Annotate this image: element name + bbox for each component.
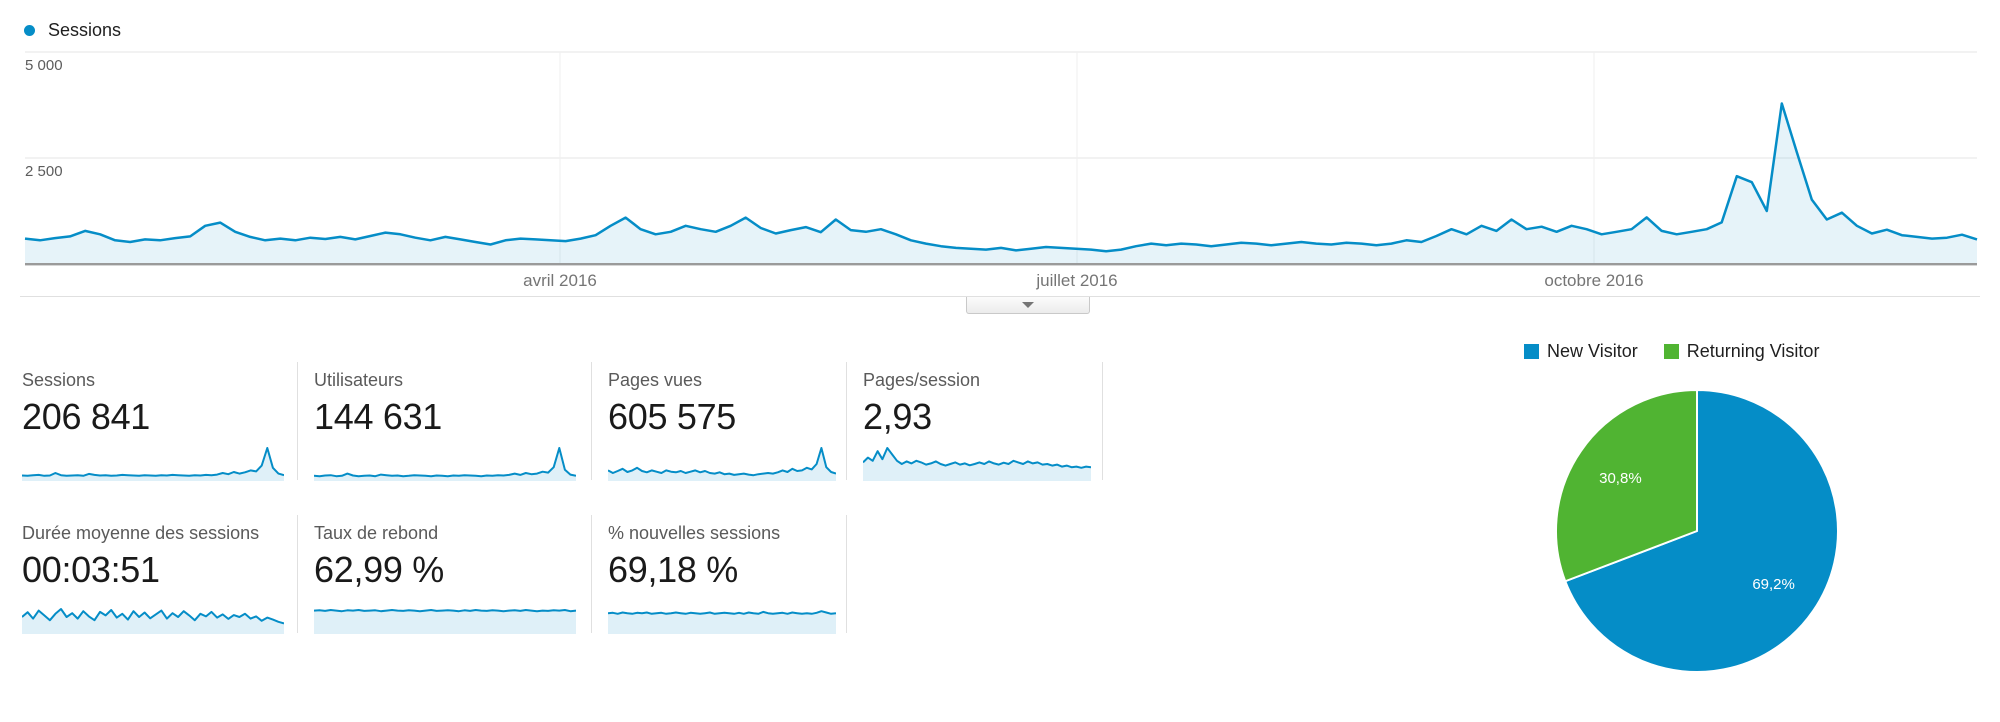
card-value: 144 631 [314, 396, 443, 437]
card-duree-moyenne: Durée moyenne des sessions 00:03:51 [20, 515, 298, 634]
sparkline-taux-rebond [314, 609, 576, 634]
timeline-legend: Sessions [24, 20, 121, 41]
card-label: Sessions [22, 370, 96, 390]
card-value: 2,93 [863, 396, 932, 437]
svg-text:30,8%: 30,8% [1599, 470, 1642, 487]
section-divider [20, 296, 1980, 297]
card-label: Pages vues [608, 370, 703, 390]
card-nouvelles-sessions: % nouvelles sessions 69,18 % [592, 515, 847, 634]
card-pages-vues: Pages vues 605 575 [592, 362, 847, 481]
card-value: 62,99 % [314, 549, 444, 590]
card-utilisateurs: Utilisateurs 144 631 [298, 362, 592, 481]
visitor-type-pie-chart[interactable]: 69,2% 30,8% [1551, 385, 1843, 677]
x-axis-label-juillet: juillet 2016 [1036, 271, 1118, 290]
metric-cards: Sessions 206 841 Utilisateurs 144 631 Pa… [20, 362, 1103, 634]
pie-slice-returning-visitor [1555, 389, 1698, 583]
legend-label: Returning Visitor [1686, 341, 1820, 361]
svg-text:69,2%: 69,2% [1752, 576, 1795, 593]
collapse-chart-button[interactable] [966, 297, 1090, 314]
card-pages-session: Pages/session 2,93 [847, 362, 1103, 481]
card-sessions: Sessions 206 841 [20, 362, 298, 481]
metric-cards-row-1: Sessions 206 841 Utilisateurs 144 631 Pa… [20, 362, 1103, 481]
card-value: 69,18 % [608, 549, 738, 590]
y-axis-label-5000: 5 000 [25, 57, 63, 74]
card-label: Durée moyenne des sessions [22, 523, 260, 543]
timeline-legend-label: Sessions [48, 20, 122, 40]
legend-item-new-visitor: New Visitor [1524, 341, 1638, 362]
x-axis-label-avril: avril 2016 [523, 271, 597, 290]
y-axis-label-2500: 2 500 [25, 163, 63, 180]
new-visitor-swatch-icon [1524, 344, 1539, 359]
sparkline-pages-vues [608, 447, 836, 481]
sparkline-nouvelles-sessions [608, 610, 836, 634]
card-label: Pages/session [863, 370, 981, 390]
chevron-down-icon [1022, 302, 1034, 308]
sparkline-sessions [22, 447, 284, 481]
pie-slice-new-visitor [1564, 389, 1839, 673]
card-label: Taux de rebond [314, 523, 439, 543]
sessions-timeline-chart[interactable] [0, 0, 2000, 300]
card-value: 206 841 [22, 396, 151, 437]
card-label: % nouvelles sessions [608, 523, 781, 543]
legend-item-returning-visitor: Returning Visitor [1663, 341, 1820, 362]
legend-label: New Visitor [1547, 341, 1638, 361]
sessions-series-dot-icon [24, 25, 35, 36]
returning-visitor-swatch-icon [1663, 344, 1679, 359]
pie-legend: New Visitor Returning Visitor [1524, 341, 1819, 362]
sparkline-utilisateurs [314, 447, 576, 481]
metric-cards-row-2: Durée moyenne des sessions 00:03:51 Taux… [20, 515, 1103, 634]
card-taux-rebond: Taux de rebond 62,99 % [298, 515, 592, 634]
sparkline-duree [22, 608, 284, 634]
sparkline-pages-session [863, 447, 1091, 481]
card-label: Utilisateurs [314, 370, 404, 390]
card-value: 00:03:51 [22, 549, 160, 590]
card-value: 605 575 [608, 396, 737, 437]
x-axis-label-octobre: octobre 2016 [1544, 271, 1644, 290]
